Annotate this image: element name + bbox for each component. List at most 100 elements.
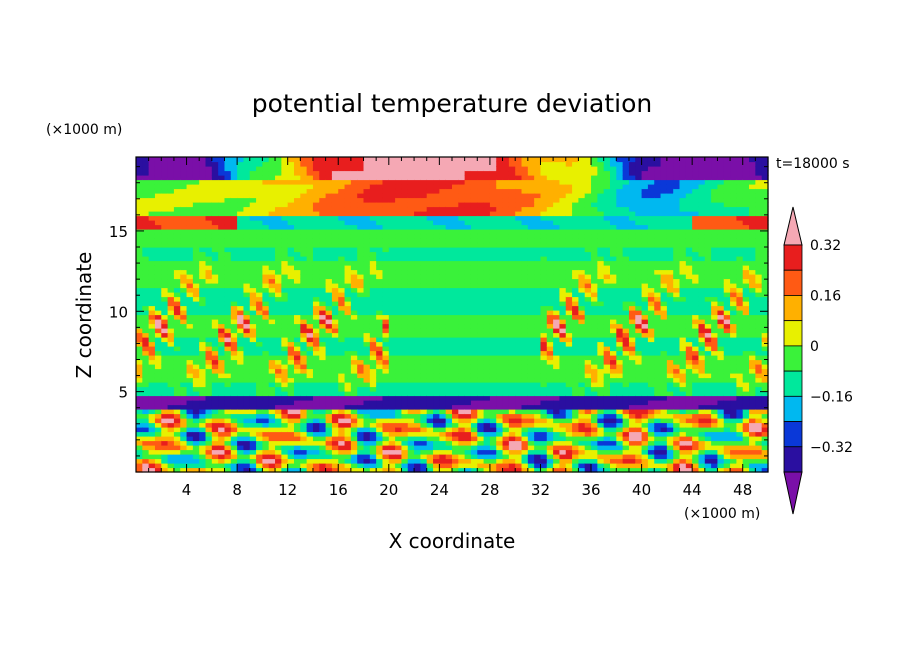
heatmap-cell bbox=[553, 454, 561, 460]
heatmap-cell bbox=[553, 166, 561, 172]
heatmap-cell bbox=[154, 463, 162, 469]
heatmap-cell bbox=[344, 346, 352, 352]
heatmap-cell bbox=[559, 436, 567, 442]
heatmap-cell bbox=[496, 445, 504, 451]
heatmap-cell bbox=[306, 413, 314, 419]
heatmap-cell bbox=[439, 404, 447, 410]
heatmap-cell bbox=[496, 197, 504, 203]
heatmap-cell bbox=[546, 364, 554, 370]
heatmap-cell bbox=[218, 364, 226, 370]
heatmap-cell bbox=[136, 458, 143, 464]
heatmap-cell bbox=[572, 355, 579, 361]
heatmap-cell bbox=[249, 323, 257, 329]
heatmap-cell bbox=[142, 224, 150, 230]
heatmap-cell bbox=[249, 373, 257, 379]
heatmap-cell bbox=[565, 418, 573, 424]
heatmap-cell bbox=[180, 467, 188, 473]
heatmap-cell bbox=[578, 332, 586, 338]
heatmap-cell bbox=[395, 197, 403, 203]
heatmap-cell bbox=[136, 301, 143, 307]
heatmap-cell bbox=[167, 463, 175, 469]
heatmap-cell bbox=[230, 310, 238, 316]
heatmap-cell bbox=[306, 332, 314, 338]
heatmap-cell bbox=[344, 215, 352, 221]
heatmap-cell bbox=[483, 292, 491, 298]
heatmap-cell bbox=[344, 449, 352, 455]
heatmap-cell bbox=[262, 377, 270, 383]
heatmap-cell bbox=[357, 247, 365, 253]
heatmap-cell bbox=[350, 175, 358, 181]
heatmap-cell bbox=[363, 382, 371, 388]
heatmap-cell bbox=[281, 328, 289, 334]
heatmap-cell bbox=[275, 179, 282, 185]
heatmap-cell bbox=[565, 305, 573, 311]
heatmap-cell bbox=[515, 283, 523, 289]
heatmap-cell bbox=[268, 337, 276, 343]
heatmap-cell bbox=[534, 260, 542, 266]
heatmap-cell bbox=[275, 328, 282, 334]
heatmap-cell bbox=[173, 391, 181, 397]
heatmap-cell bbox=[230, 364, 238, 370]
heatmap-cell bbox=[401, 251, 409, 257]
heatmap-cell bbox=[306, 184, 314, 190]
heatmap-cell bbox=[136, 341, 143, 347]
heatmap-cell bbox=[268, 269, 276, 275]
heatmap-cell bbox=[218, 238, 226, 244]
heatmap-cell bbox=[173, 323, 181, 329]
heatmap-cell bbox=[420, 355, 428, 361]
heatmap-cell bbox=[312, 301, 320, 307]
heatmap-cell bbox=[559, 283, 567, 289]
heatmap-cell bbox=[294, 292, 301, 298]
heatmap-cell bbox=[458, 463, 466, 469]
heatmap-cell bbox=[527, 215, 535, 221]
heatmap-cell bbox=[268, 346, 276, 352]
heatmap-cell bbox=[180, 202, 188, 208]
heatmap-cell bbox=[312, 247, 320, 253]
heatmap-cell bbox=[470, 454, 478, 460]
heatmap-cell bbox=[565, 463, 573, 469]
heatmap-cell bbox=[470, 391, 478, 397]
heatmap-cell bbox=[237, 247, 245, 253]
heatmap-cell bbox=[553, 233, 561, 239]
heatmap-cell bbox=[464, 449, 472, 455]
heatmap-cell bbox=[426, 440, 434, 446]
heatmap-cell bbox=[521, 229, 529, 235]
heatmap-cell bbox=[237, 287, 245, 293]
heatmap-cell bbox=[173, 274, 181, 280]
heatmap-cell bbox=[388, 458, 396, 464]
heatmap-cell bbox=[199, 368, 207, 374]
heatmap-cell bbox=[331, 368, 339, 374]
heatmap-cell bbox=[205, 463, 213, 469]
heatmap-cell bbox=[262, 386, 270, 392]
heatmap-cell bbox=[268, 211, 276, 217]
heatmap-cell bbox=[268, 260, 276, 266]
heatmap-cell bbox=[572, 445, 579, 451]
heatmap-cell bbox=[546, 409, 554, 415]
heatmap-cell bbox=[230, 467, 238, 473]
heatmap-cell bbox=[527, 458, 535, 464]
heatmap-cell bbox=[546, 166, 554, 172]
heatmap-cell bbox=[306, 283, 314, 289]
heatmap-cell bbox=[376, 400, 384, 406]
heatmap-cell bbox=[521, 458, 529, 464]
heatmap-cell bbox=[376, 440, 384, 446]
heatmap-cell bbox=[331, 436, 339, 442]
heatmap-cell bbox=[578, 211, 586, 217]
heatmap-cell bbox=[167, 197, 175, 203]
heatmap-cell bbox=[218, 391, 226, 397]
heatmap-cell bbox=[173, 463, 181, 469]
heatmap-cell bbox=[439, 454, 447, 460]
heatmap-cell bbox=[287, 161, 295, 167]
heatmap-cell bbox=[502, 184, 510, 190]
heatmap-cell bbox=[420, 161, 428, 167]
heatmap-cell bbox=[445, 373, 453, 379]
heatmap-cell bbox=[148, 211, 156, 217]
heatmap-cell bbox=[312, 193, 320, 199]
heatmap-cell bbox=[540, 458, 548, 464]
heatmap-cell bbox=[249, 170, 257, 176]
heatmap-cell bbox=[300, 458, 308, 464]
heatmap-cell bbox=[496, 422, 504, 428]
heatmap-cell bbox=[483, 359, 491, 365]
heatmap-cell bbox=[452, 193, 459, 199]
heatmap-cell bbox=[331, 278, 339, 284]
